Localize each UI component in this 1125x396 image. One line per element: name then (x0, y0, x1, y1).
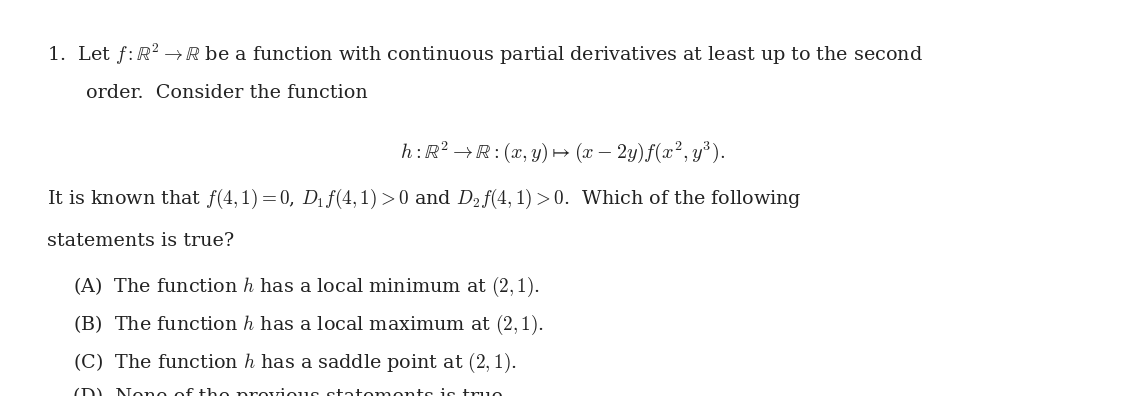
Text: (A)  The function $h$ has a local minimum at $(2, 1)$.: (A) The function $h$ has a local minimum… (73, 275, 540, 299)
Text: 1.  Let $f : \mathbb{R}^2 \to \mathbb{R}$ be a function with continuous partial : 1. Let $f : \mathbb{R}^2 \to \mathbb{R}$… (47, 42, 924, 67)
Text: $h : \mathbb{R}^2 \to \mathbb{R} : (x, y) \mapsto (x - 2y)f(x^2, y^3).$: $h : \mathbb{R}^2 \to \mathbb{R} : (x, y… (400, 139, 724, 165)
Text: statements is true?: statements is true? (47, 232, 234, 249)
Text: (D)  None of the previous statements is true.: (D) None of the previous statements is t… (73, 388, 508, 396)
Text: (B)  The function $h$ has a local maximum at $(2, 1)$.: (B) The function $h$ has a local maximum… (73, 313, 544, 337)
Text: order.  Consider the function: order. Consider the function (86, 84, 367, 102)
Text: It is known that $f(4,1) = 0$, $D_1 f(4,1) > 0$ and $D_2 f(4,1) > 0$.  Which of : It is known that $f(4,1) = 0$, $D_1 f(4,… (47, 187, 802, 211)
Text: (C)  The function $h$ has a saddle point at $(2, 1)$.: (C) The function $h$ has a saddle point … (73, 350, 518, 375)
